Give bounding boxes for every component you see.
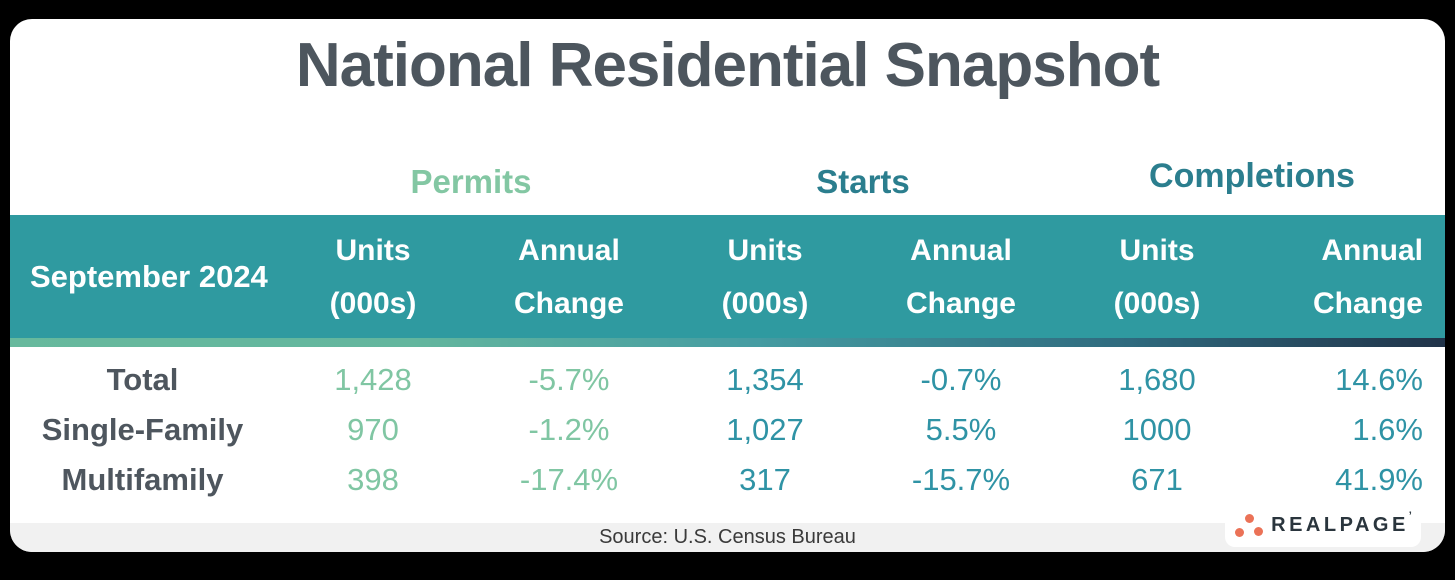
cell-multifamily-starts-units: 317 [739,462,791,497]
gradient-divider [10,338,1445,347]
change-label-line1: Annual [518,233,620,267]
cell-total-completions-units: 1,680 [1118,362,1196,397]
cell-single-family-completions-units: 1000 [1122,412,1192,447]
source-note: Source: U.S. Census Bureau [599,526,856,548]
col-header-permits-change: Annual Change [471,215,667,338]
group-header-permits: Permits [410,163,532,200]
units-label-line1: Units [1119,233,1195,267]
group-header-row: Permits Starts Completions [10,157,1445,207]
realpage-dots-icon [1234,513,1264,539]
row-label-single-family: Single-Family [41,412,244,447]
trademark-mark: ’ [1408,510,1412,522]
page-title: National Residential Snapshot [295,31,1160,100]
col-header-starts-units: Units (000s) [667,215,863,338]
table-row-multifamily: Multifamily 398 -17.4% 317 -15.7% 671 41… [10,455,1445,505]
group-header-completions: Completions [1149,156,1355,195]
table-body: Total 1,428 -5.7% 1,354 -0.7% 1,680 14.6… [10,355,1445,505]
table-header-row: September 2024 Units (000s) Annual Chang… [10,215,1445,338]
cell-multifamily-permits-units: 398 [347,462,399,497]
change-label-line1: Annual [910,233,1012,267]
snapshot-card: National Residential Snapshot Permits St… [10,19,1445,552]
change-label-line2: Change [513,286,624,320]
table-row-single-family: Single-Family 970 -1.2% 1,027 5.5% 1000 … [10,405,1445,455]
group-header-starts: Starts [816,163,910,200]
cell-total-starts-change: -0.7% [920,362,1002,397]
col-header-starts-change: Annual Change [863,215,1059,338]
period-label: September 2024 [30,258,268,294]
units-label-line2: (000s) [721,286,809,320]
cell-total-permits-units: 1,428 [334,362,412,397]
cell-single-family-starts-change: 5.5% [925,412,997,447]
table-row-total: Total 1,428 -5.7% 1,354 -0.7% 1,680 14.6… [10,355,1445,405]
logo-dot-right [1254,526,1264,536]
footer-bar: Source: U.S. Census Bureau [10,523,1445,552]
col-header-permits-units: Units (000s) [275,215,471,338]
units-label-line1: Units [727,233,803,267]
col-header-completions-change: Annual Change [1255,215,1445,338]
realpage-logo: REALPAGE ’ [1225,504,1421,547]
units-label-line1: Units [335,233,411,267]
cell-total-starts-units: 1,354 [726,362,804,397]
cell-single-family-permits-units: 970 [347,412,399,447]
units-label-line2: (000s) [329,286,417,320]
cell-multifamily-completions-change: 41.9% [1335,462,1423,497]
cell-total-permits-change: -5.7% [528,362,610,397]
row-label-total: Total [106,362,179,397]
cell-multifamily-permits-change: -17.4% [519,462,619,497]
change-label-line1: Annual [1321,233,1423,267]
change-label-line2: Change [905,286,1016,320]
logo-dot-top [1245,513,1255,523]
logo-dot-left [1235,527,1245,537]
cell-total-completions-change: 14.6% [1335,362,1423,397]
cell-multifamily-starts-change: -15.7% [911,462,1011,497]
cell-single-family-completions-change: 1.6% [1352,412,1423,447]
change-label-line2: Change [1312,286,1423,320]
units-label-line2: (000s) [1113,286,1201,320]
cell-single-family-permits-change: -1.2% [528,412,610,447]
col-header-completions-units: Units (000s) [1059,215,1255,338]
row-label-multifamily: Multifamily [61,462,224,497]
cell-multifamily-completions-units: 671 [1131,462,1183,497]
realpage-wordmark: REALPAGE [1271,514,1409,536]
cell-single-family-starts-units: 1,027 [726,412,804,447]
